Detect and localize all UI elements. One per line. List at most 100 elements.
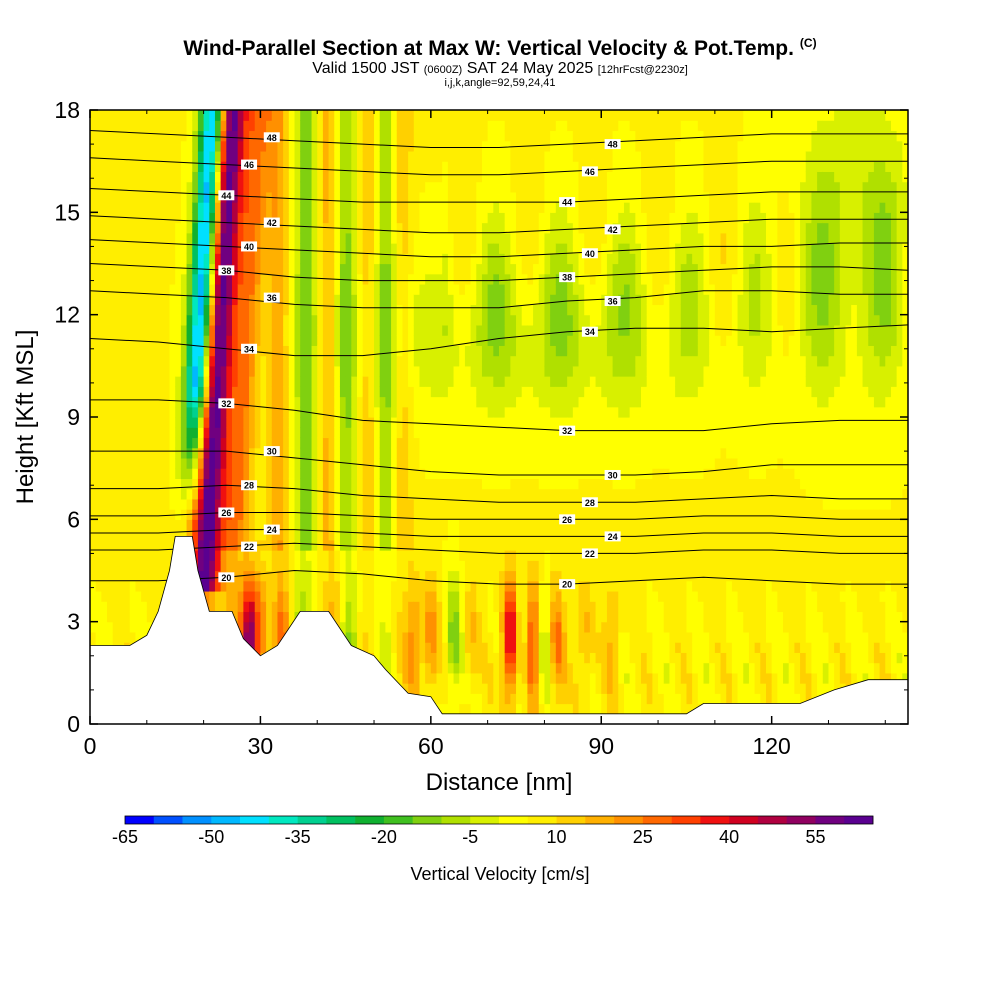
field-cell <box>533 212 540 224</box>
field-cell <box>163 171 171 183</box>
field-cell <box>283 601 290 613</box>
field-cell <box>453 672 460 684</box>
field-cell <box>158 580 165 592</box>
field-cell <box>385 631 392 643</box>
field-cell <box>396 457 404 469</box>
field-cell <box>481 693 489 705</box>
field-cell <box>487 273 494 285</box>
field-cell <box>453 314 460 326</box>
field-cell <box>419 509 426 520</box>
field-cell <box>481 386 489 398</box>
field-cell <box>487 652 494 664</box>
field-cell <box>493 478 500 490</box>
field-cell <box>436 202 443 213</box>
field-cell <box>453 539 460 551</box>
field-cell <box>220 437 227 449</box>
field-cell <box>141 110 148 121</box>
field-cell <box>425 345 432 357</box>
field-cell <box>345 437 352 449</box>
field-cell <box>243 171 250 183</box>
field-cell <box>430 314 438 326</box>
field-cell <box>345 273 352 285</box>
field-cell <box>459 355 466 367</box>
field-cell <box>385 519 392 531</box>
field-cell <box>345 529 352 541</box>
field-cell <box>374 498 381 510</box>
field-cell <box>180 263 188 275</box>
field-cell <box>209 570 216 582</box>
field-cell <box>249 396 256 408</box>
field-cell <box>425 283 432 295</box>
field-cell <box>197 232 205 244</box>
field-cell <box>510 294 517 306</box>
field-cell <box>413 212 421 224</box>
field-cell <box>362 140 369 152</box>
field-cell <box>487 181 494 193</box>
field-cell <box>516 642 523 653</box>
field-cell <box>396 560 404 572</box>
field-cell <box>203 273 210 285</box>
field-cell <box>135 120 142 132</box>
field-cell <box>481 355 489 367</box>
field-cell <box>288 345 296 357</box>
field-cell <box>362 335 369 346</box>
field-cell <box>481 550 489 561</box>
field-cell <box>203 335 210 346</box>
field-cell <box>226 427 233 439</box>
field-cell <box>311 120 318 132</box>
field-cell <box>442 703 449 715</box>
field-cell <box>175 283 182 295</box>
field-cell <box>538 161 546 172</box>
field-cell <box>328 191 335 203</box>
field-cell <box>362 232 369 244</box>
field-cell <box>294 437 301 449</box>
field-cell <box>413 243 421 254</box>
field-cell <box>124 590 131 602</box>
field-cell <box>129 130 137 142</box>
field-cell <box>464 324 472 336</box>
field-cell <box>453 161 460 172</box>
field-cell <box>90 590 97 602</box>
field-cell <box>141 273 148 285</box>
field-cell <box>271 202 279 213</box>
field-cell <box>544 652 551 664</box>
field-cell <box>129 140 137 152</box>
field-cell <box>146 457 154 469</box>
field-cell <box>226 335 233 346</box>
field-cell <box>504 580 511 592</box>
field-cell <box>288 283 296 295</box>
field-cell <box>499 345 506 357</box>
field-cell <box>379 191 386 203</box>
field-cell <box>124 294 131 306</box>
field-cell <box>214 140 222 152</box>
field-cell <box>277 365 284 377</box>
field-cell <box>322 519 330 531</box>
field-cell <box>266 181 273 193</box>
field-cell <box>419 324 426 336</box>
field-cell <box>254 150 262 162</box>
field-cell <box>334 140 341 152</box>
field-cell <box>538 457 546 469</box>
field-cell <box>260 447 267 459</box>
field-cell <box>481 652 489 664</box>
field-cell <box>493 314 500 326</box>
field-cell <box>374 406 381 418</box>
field-cell <box>197 181 205 193</box>
field-cell <box>271 283 279 295</box>
field-cell <box>345 335 352 346</box>
field-cell <box>527 703 534 715</box>
field-cell <box>368 539 375 551</box>
field-cell <box>226 273 233 285</box>
field-cell <box>101 335 108 346</box>
field-cell <box>158 365 165 377</box>
field-cell <box>300 376 307 387</box>
field-cell <box>481 498 489 510</box>
field-cell <box>533 488 540 500</box>
field-cell <box>351 488 358 500</box>
field-cell <box>112 447 119 459</box>
field-cell <box>112 355 119 367</box>
field-cell <box>220 110 227 121</box>
field-cell <box>510 509 517 520</box>
field-cell <box>362 550 369 561</box>
field-cell <box>510 191 517 203</box>
